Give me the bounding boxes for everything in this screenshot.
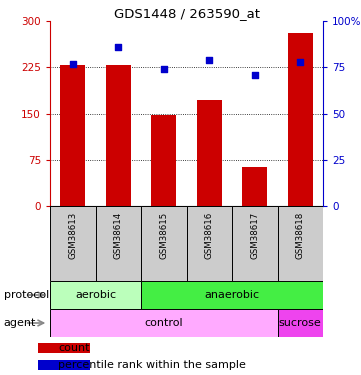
Point xyxy=(252,72,258,78)
Text: percentile rank within the sample: percentile rank within the sample xyxy=(58,360,246,370)
Title: GDS1448 / 263590_at: GDS1448 / 263590_at xyxy=(113,7,260,20)
Bar xyxy=(151,115,176,206)
Text: GSM38616: GSM38616 xyxy=(205,212,214,259)
Bar xyxy=(50,206,96,281)
Bar xyxy=(38,360,90,370)
Point xyxy=(161,66,167,72)
Text: protocol: protocol xyxy=(4,290,49,300)
Text: GSM38613: GSM38613 xyxy=(68,212,77,259)
Bar xyxy=(197,100,222,206)
Bar xyxy=(232,206,278,281)
Bar xyxy=(50,281,141,309)
Bar xyxy=(60,65,85,206)
Text: anaerobic: anaerobic xyxy=(204,290,260,300)
Bar xyxy=(96,206,141,281)
Bar xyxy=(38,343,90,353)
Point xyxy=(206,57,212,63)
Text: GSM38614: GSM38614 xyxy=(114,212,123,259)
Text: GSM38615: GSM38615 xyxy=(159,212,168,259)
Text: count: count xyxy=(58,343,90,352)
Text: GSM38617: GSM38617 xyxy=(250,212,259,259)
Point xyxy=(297,59,303,65)
Bar xyxy=(141,206,187,281)
Bar xyxy=(278,206,323,281)
Text: control: control xyxy=(144,318,183,328)
Bar xyxy=(106,65,131,206)
Text: agent: agent xyxy=(4,318,36,328)
Bar xyxy=(50,309,278,337)
Bar xyxy=(187,206,232,281)
Bar xyxy=(278,309,323,337)
Text: GSM38618: GSM38618 xyxy=(296,212,305,259)
Point xyxy=(70,60,76,66)
Bar xyxy=(242,167,267,206)
Bar xyxy=(141,281,323,309)
Bar xyxy=(288,33,313,206)
Text: sucrose: sucrose xyxy=(279,318,322,328)
Text: aerobic: aerobic xyxy=(75,290,116,300)
Point xyxy=(116,44,121,50)
